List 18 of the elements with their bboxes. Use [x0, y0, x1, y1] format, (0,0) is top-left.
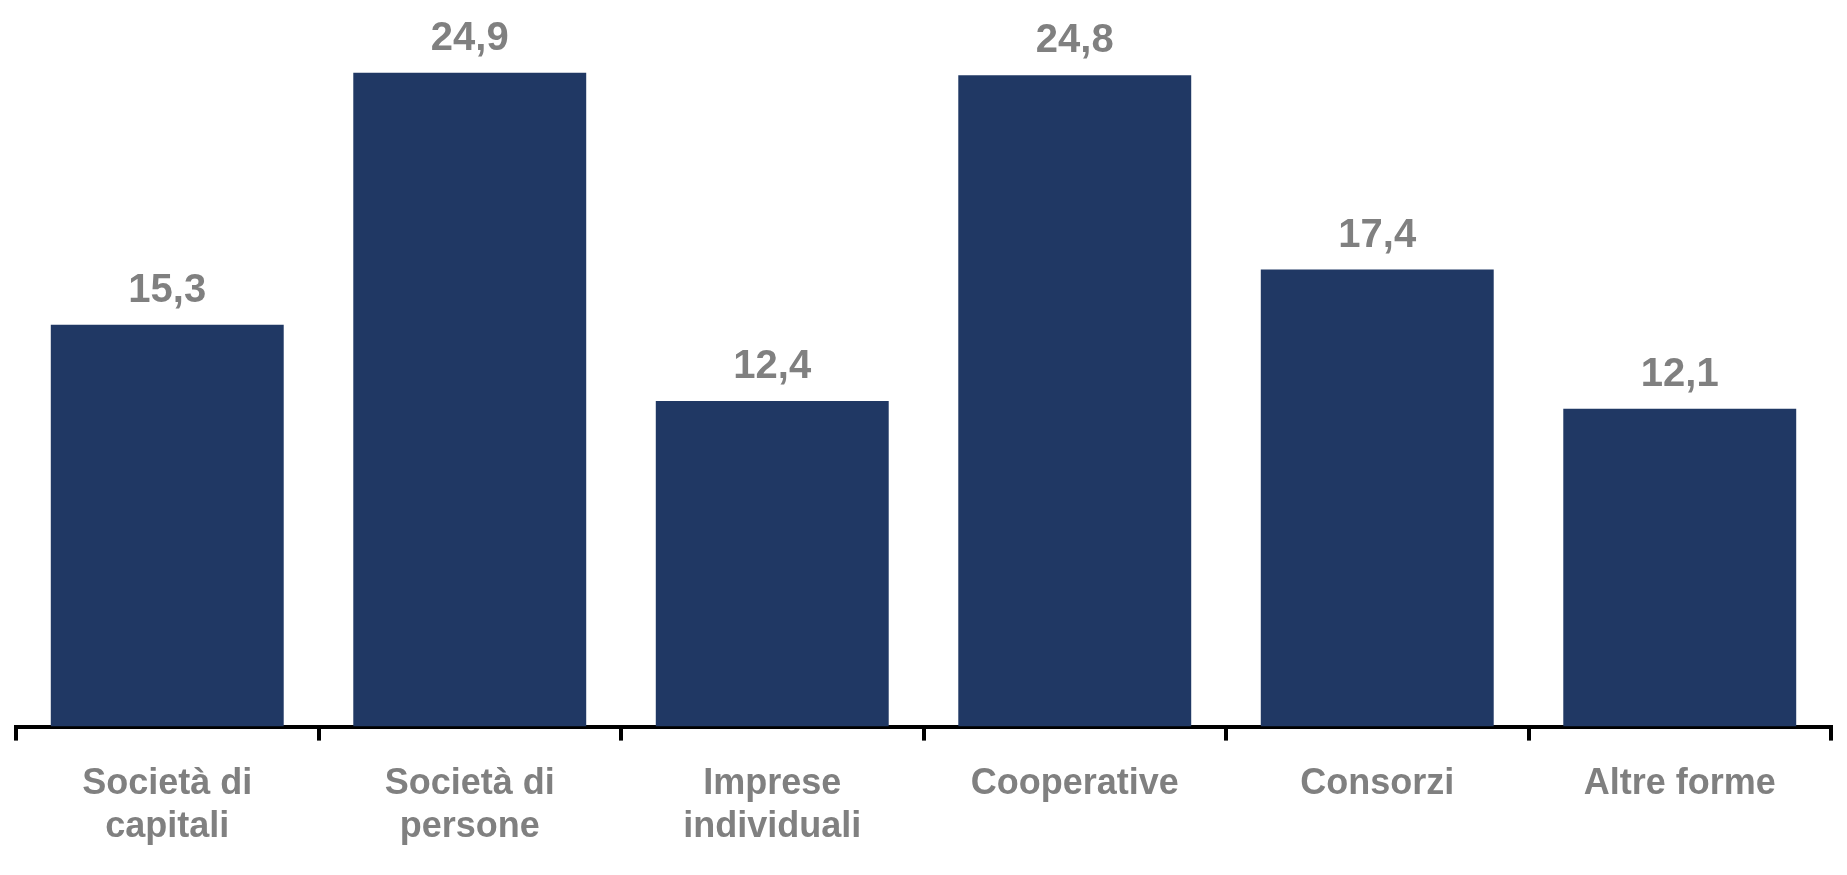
bar [1563, 408, 1797, 727]
x-tick-label: Imprese individuali [683, 761, 862, 846]
x-tick-label: Società di persone [384, 761, 555, 846]
bar [50, 324, 284, 727]
data-label: 17,4 [1338, 210, 1417, 255]
data-label: 24,9 [430, 13, 509, 58]
data-label: 24,8 [1035, 16, 1114, 61]
x-tick-label: Cooperative [970, 761, 1179, 803]
data-label: 12,4 [733, 341, 812, 386]
data-label: 12,1 [1640, 349, 1719, 394]
x-tick-label: Altre forme [1583, 761, 1776, 803]
bar [1260, 269, 1494, 727]
bar [958, 75, 1192, 727]
x-tick-label: Società di capitali [82, 761, 253, 846]
x-tick-label: Consorzi [1300, 761, 1455, 803]
data-label: 15,3 [128, 265, 207, 310]
bar [655, 400, 889, 727]
bar [353, 72, 587, 727]
